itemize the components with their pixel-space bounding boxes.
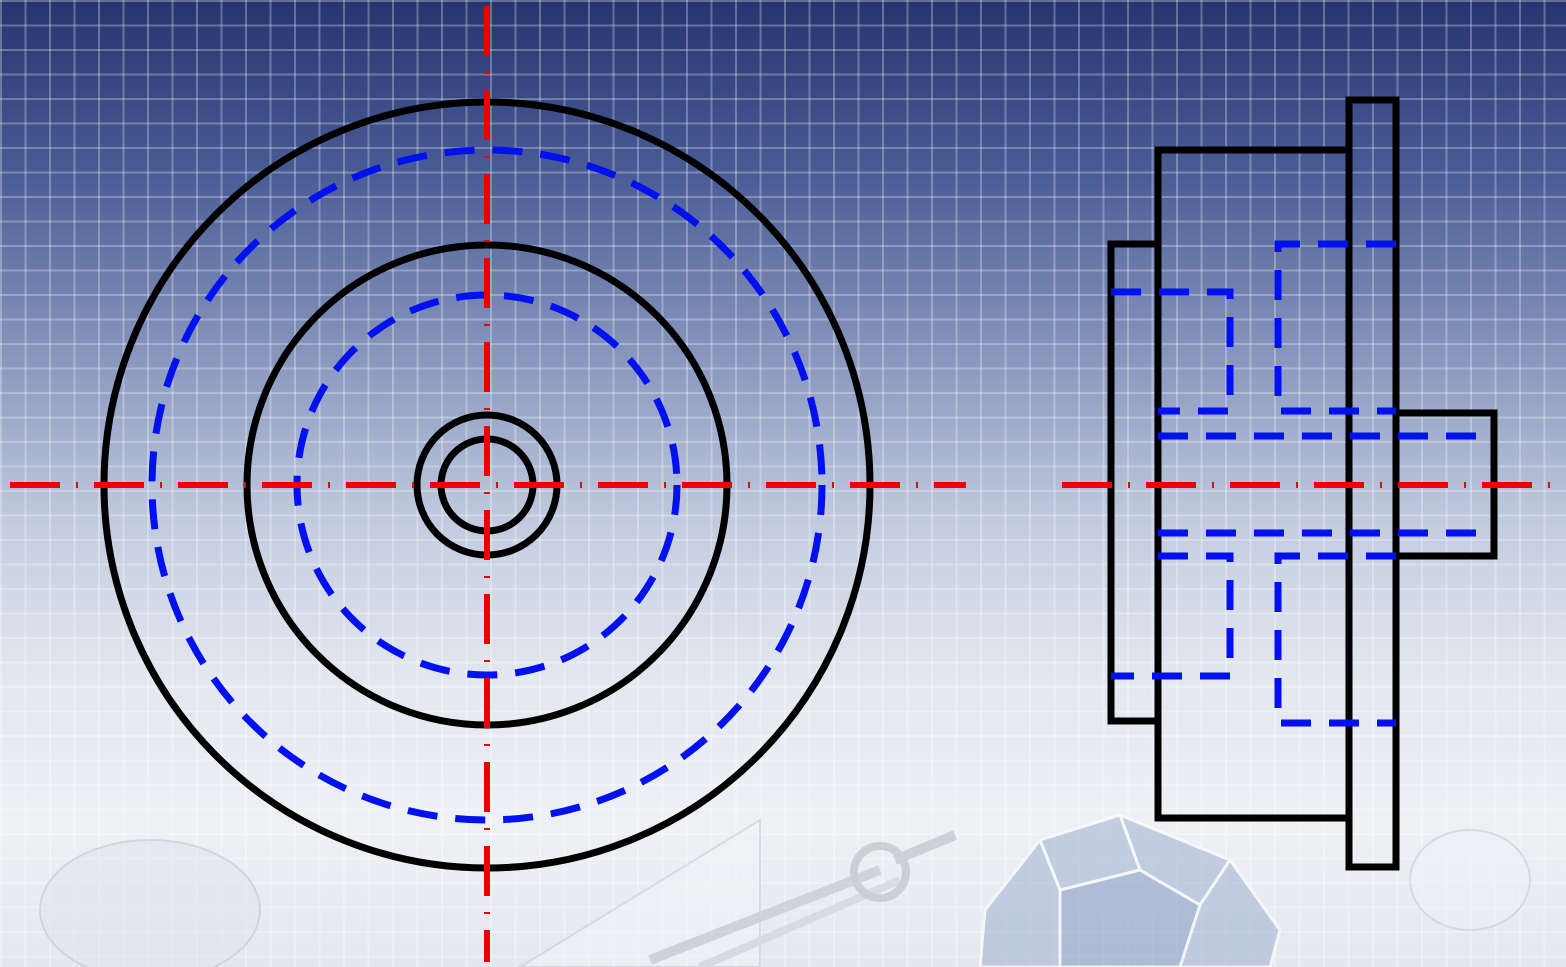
paper-roll-left [39,839,261,967]
background-decoration [39,813,1531,967]
center-lines [10,6,1566,962]
hidden-recess-left-bottom [1111,552,1234,680]
hidden-recess-right-bottom [1274,552,1396,727]
compass-icon [648,830,957,967]
hidden-recess-left-top [1111,288,1234,415]
paper-roll-right [1409,829,1531,931]
hidden-circle-large [148,146,826,824]
polyhedron-icon [978,813,1282,967]
middle-circle [243,241,731,729]
hidden-recess-right-top [1274,240,1396,415]
triangle-ruler [518,818,761,967]
